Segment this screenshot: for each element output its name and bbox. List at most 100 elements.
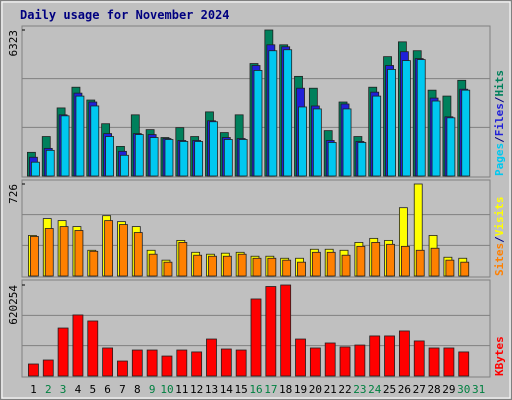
legend-separator: / xyxy=(493,96,506,103)
legend-entry: Visits xyxy=(493,197,506,237)
x-tick-label: 12 xyxy=(190,383,203,396)
legend-entry: Sites xyxy=(493,243,506,276)
x-tick-label: 7 xyxy=(119,383,126,396)
x-tick-label: 21 xyxy=(324,383,337,396)
bar xyxy=(326,251,336,277)
bar xyxy=(431,100,441,177)
x-tick-label: 2 xyxy=(45,383,52,396)
x-tick-label: 8 xyxy=(134,383,141,396)
bar xyxy=(28,363,39,377)
bar xyxy=(146,349,158,377)
bar xyxy=(415,249,425,277)
legend-entry: Files xyxy=(493,103,506,136)
bar xyxy=(295,338,306,377)
x-tick-label: 13 xyxy=(205,383,218,396)
bar xyxy=(223,139,233,177)
bar xyxy=(460,261,470,277)
bar xyxy=(45,149,55,177)
x-tick-label: 20 xyxy=(309,383,322,396)
x-tick-label: 24 xyxy=(368,383,382,396)
bar xyxy=(209,121,218,177)
bar xyxy=(386,243,395,277)
legend-entry: Pages xyxy=(493,143,506,176)
legend-separator: / xyxy=(493,236,506,243)
bar xyxy=(102,347,114,377)
bar xyxy=(384,335,395,377)
legend: Sites/Visits xyxy=(493,197,506,277)
bar xyxy=(208,255,217,277)
bar xyxy=(356,245,366,277)
x-tick-label: 30 xyxy=(457,383,470,396)
x-tick-label: 26 xyxy=(398,383,411,396)
x-tick-label: 15 xyxy=(235,383,248,396)
bar xyxy=(445,259,455,277)
x-tick-label: 25 xyxy=(383,383,396,396)
legend-entry: KBytes xyxy=(493,336,506,376)
bar xyxy=(149,137,159,177)
bar xyxy=(265,286,277,377)
x-tick-label: 27 xyxy=(413,383,426,396)
bar xyxy=(222,255,232,277)
bar xyxy=(44,228,54,277)
x-tick-label: 28 xyxy=(427,383,440,396)
bar xyxy=(120,154,129,177)
bar xyxy=(372,95,382,177)
bar xyxy=(416,59,426,177)
legend: KBytes xyxy=(493,336,506,376)
bar xyxy=(428,347,440,377)
legend-entry: Hits xyxy=(493,70,506,97)
bar xyxy=(104,220,114,277)
bar xyxy=(312,108,322,177)
bar xyxy=(339,346,351,377)
bar xyxy=(133,232,143,277)
bar xyxy=(342,108,352,177)
x-tick-label: 14 xyxy=(220,383,234,396)
bar xyxy=(398,330,410,377)
bar xyxy=(131,349,143,377)
x-tick-label: 5 xyxy=(89,383,96,396)
bar xyxy=(369,335,381,377)
x-tick-label: 17 xyxy=(264,383,277,396)
y-tick-label: 620254 xyxy=(7,285,20,325)
bar xyxy=(309,347,321,377)
bar xyxy=(252,257,262,277)
x-tick-label: 10 xyxy=(160,383,173,396)
bar xyxy=(401,60,411,177)
bar xyxy=(371,242,381,277)
bar xyxy=(327,142,337,177)
bar xyxy=(74,230,84,277)
x-tick-label: 11 xyxy=(175,383,188,396)
x-tick-label: 19 xyxy=(294,383,307,396)
bar xyxy=(119,224,128,277)
x-tick-label: 22 xyxy=(338,383,351,396)
bar xyxy=(268,50,278,177)
bar xyxy=(235,349,247,377)
bar xyxy=(178,242,188,277)
bar xyxy=(75,95,85,177)
x-tick-label: 6 xyxy=(104,383,111,396)
x-tick-label: 29 xyxy=(442,383,455,396)
bar xyxy=(238,139,248,177)
x-tick-label: 23 xyxy=(353,383,366,396)
bar xyxy=(163,261,173,277)
bar xyxy=(283,49,293,177)
x-tick-label: 31 xyxy=(472,383,485,396)
bar xyxy=(400,245,410,277)
x-tick-label: 16 xyxy=(249,383,262,396)
bar xyxy=(443,347,455,377)
bar xyxy=(148,253,158,277)
bar xyxy=(413,340,425,377)
bar xyxy=(164,139,174,177)
bar xyxy=(57,327,69,377)
bar xyxy=(206,338,217,377)
bar xyxy=(176,349,188,377)
bar xyxy=(446,117,456,177)
bar xyxy=(89,250,99,277)
chart-title: Daily usage for November 2024 xyxy=(20,8,230,22)
bar xyxy=(357,142,367,177)
legend: Pages/Files/Hits xyxy=(493,70,506,176)
bar xyxy=(194,141,204,177)
x-tick-label: 9 xyxy=(149,383,156,396)
